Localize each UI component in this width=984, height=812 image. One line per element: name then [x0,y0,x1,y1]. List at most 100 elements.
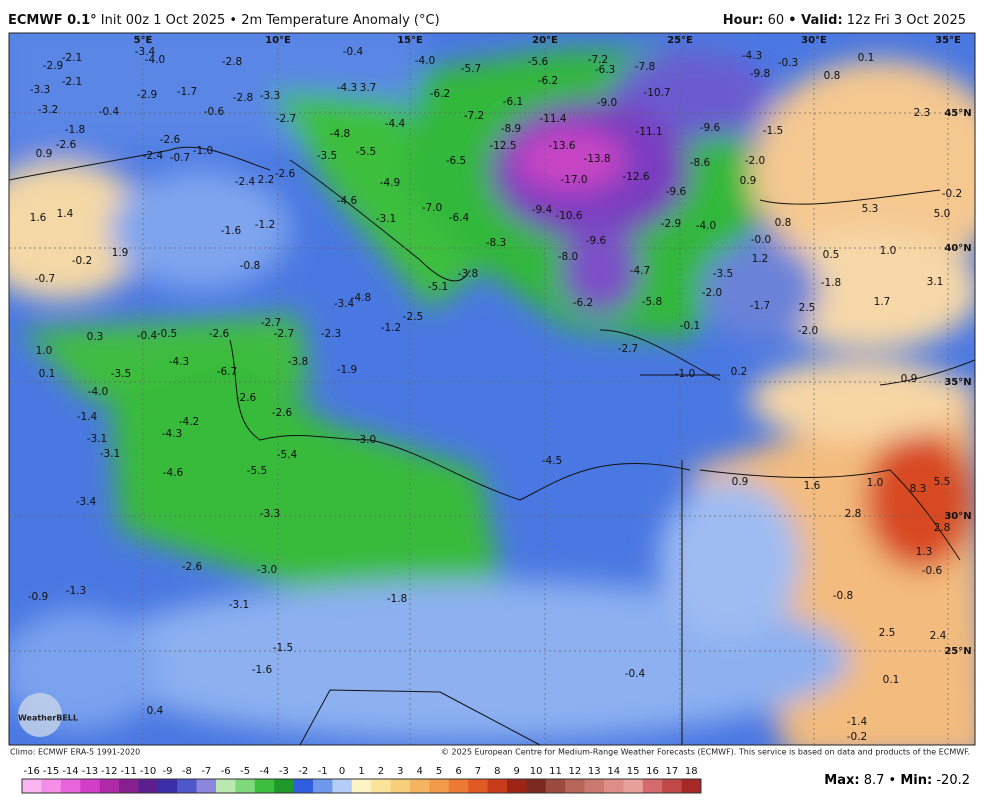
anomaly-label: -9.0 [597,97,618,109]
anomaly-label: -3.4 [334,298,355,310]
anomaly-label: 2.5 [879,627,896,639]
climo: Climo: ECMWF ERA-5 1991-2020 [10,748,140,757]
anomaly-label: -2.1 [62,76,83,88]
anomaly-label: -3.5 [111,368,132,380]
colorbar-tick: 17 [666,766,679,777]
anomaly-label: -1.0 [675,368,696,380]
anomaly-label: -8.9 [501,123,522,135]
anomaly-label: 1.4 [57,208,74,220]
map: 5°E 10°E 15°E 20°E 25°E 30°E 35°E 45°N 40°N 35°N 3… [9,33,975,745]
anomaly-label: -9.8 [750,68,771,80]
anomaly-label: -6.7 [217,366,238,378]
anomaly-label: -7.8 [635,61,656,73]
anomaly-label: -2.6 [56,139,77,151]
anomaly-label: -1.8 [387,593,408,605]
colorbar-tick: -8 [182,766,192,777]
colorbar-cell [662,779,682,793]
anomaly-label: -1.5 [763,125,784,137]
anomaly-label: -13.8 [583,153,610,165]
anomaly-label: -1.8 [65,124,86,136]
anomaly-label: -1.6 [221,225,242,237]
logo: WeatherBELL [18,714,78,723]
anomaly-label: -13.6 [548,140,575,152]
colorbar-cell [351,779,372,793]
anomaly-label: -4.0 [696,220,717,232]
anomaly-label: -2.8 [222,56,243,68]
anomaly-label: 3.7 [360,82,377,94]
colorbar-tick: 16 [646,766,659,777]
anomaly-label: -3.4 [76,496,97,508]
anomaly-label: -9.6 [666,186,687,198]
anomaly-label: -7.2 [588,54,609,66]
anomaly-label: -1.4 [847,716,868,728]
anomaly-label: -4.6 [163,467,184,479]
anomaly-label: -2.9 [661,218,682,230]
colorbar-tick: 10 [530,766,543,777]
colorbar-cell [565,779,585,793]
anomaly-label: -7.0 [422,202,443,214]
colorbar-cell [487,779,508,793]
copyright: © 2025 European Centre for Medium-Range … [441,748,970,757]
grid-label: 30°E [801,35,827,46]
anomaly-label: -3.5 [317,150,338,162]
init: Init 00z 1 Oct 2025 • 2m Temperature Ano… [101,13,440,28]
colorbar-tick: 5 [436,766,442,777]
anomaly-label: -8.6 [690,157,711,169]
max-min: Max: 8.7 • Min: -20.2 [824,773,970,788]
anomaly-label: -12.5 [489,140,516,152]
anomaly-label: -1.9 [337,364,358,376]
colorbar-cell [429,779,450,793]
anomaly-label: 1.0 [867,477,884,489]
colorbar-cell [371,779,391,793]
colorbar-cell [584,779,605,793]
borders [9,146,975,745]
anomaly-label: -2.0 [745,155,766,167]
grid-label: 25°N [944,646,971,657]
anomaly-label: -4.3 [169,356,190,368]
anomaly-label: -3.0 [356,434,377,446]
colorbar-cell [177,779,197,793]
colorbar-tick: 1 [358,766,364,777]
colorbar-tick: 12 [569,766,582,777]
anomaly-label: -3.1 [100,448,121,460]
anomaly-label: -3.2 [38,104,59,116]
min-label: Min: [900,773,932,788]
anomaly-label: 2.2 [258,174,275,186]
anomaly-label: -4.3 [742,50,763,62]
grid-label: 40°N [944,243,971,254]
anomaly-label: 0.9 [36,148,53,160]
anomaly-label: -0.4 [137,330,158,342]
anomaly-label: -2.7 [261,317,282,329]
anomaly-label: -5.8 [642,296,663,308]
sep: • [889,773,897,788]
anomaly-label: 2.8 [845,508,862,520]
labels: 5°E 10°E 15°E 20°E 25°E 30°E 35°E 45°N 40°N 35°N 3… [28,35,972,743]
colorbar-cell [157,779,178,793]
colorbar-cell [332,779,353,793]
max: 8.7 [864,773,885,788]
anomaly-label: 0.4 [147,705,164,717]
anomaly-label: -2.0 [798,325,819,337]
colorbar-cell [60,779,81,793]
anomaly-label: -1.2 [255,219,276,231]
colorbar-cell [80,779,100,793]
anomaly-label: -0.0 [751,234,772,246]
colorbar-tick: 9 [514,766,520,777]
anomaly-label: -9.4 [532,204,553,216]
anomaly-label: -10.6 [555,210,582,222]
colorbar-cell [545,779,566,793]
anomaly-label: -3.8 [288,356,309,368]
anomaly-label: 0.3 [87,331,104,343]
anomaly-label: -3.5 [713,268,734,280]
colorbar-tick: 18 [685,766,698,777]
colorbar-tick: -5 [240,766,250,777]
anomaly-label: -11.4 [539,113,566,125]
colorbar-tick: 11 [549,766,562,777]
anomaly-label: -8.3 [486,237,507,249]
anomaly-label: -2.7 [274,328,295,340]
anomaly-label: -0.1 [680,320,701,332]
anomaly-label: -6.2 [538,75,559,87]
colorbar-tick: -9 [163,766,173,777]
grid-label: 20°E [532,35,558,46]
colorbar-tick: 6 [455,766,461,777]
